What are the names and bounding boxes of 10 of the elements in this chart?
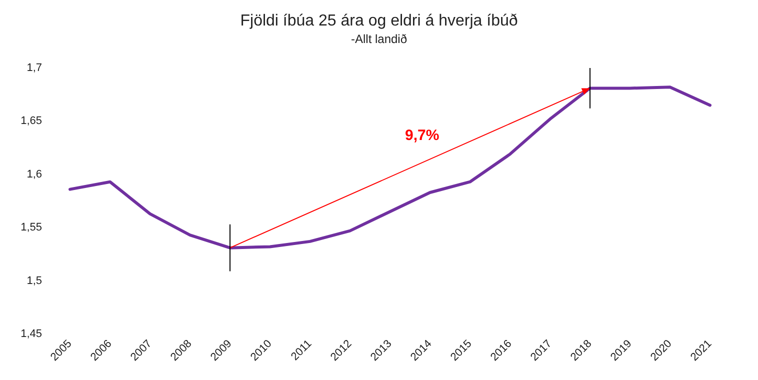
chart-title: Fjöldi íbúa 25 ára og eldri á hverja íbúð xyxy=(240,12,518,30)
y-tick-label: 1,55 xyxy=(20,222,42,234)
chart-subtitle: -Allt landið xyxy=(350,32,408,46)
line-series xyxy=(68,86,712,250)
y-tick-label: 1,6 xyxy=(26,168,42,180)
y-tick-label: 1,45 xyxy=(20,328,42,340)
y-tick-label: 1,7 xyxy=(26,62,42,74)
y-tick-label: 1,5 xyxy=(26,274,42,287)
y-tick-label: 1,65 xyxy=(20,115,42,128)
annotation: 9,7% xyxy=(405,127,440,144)
